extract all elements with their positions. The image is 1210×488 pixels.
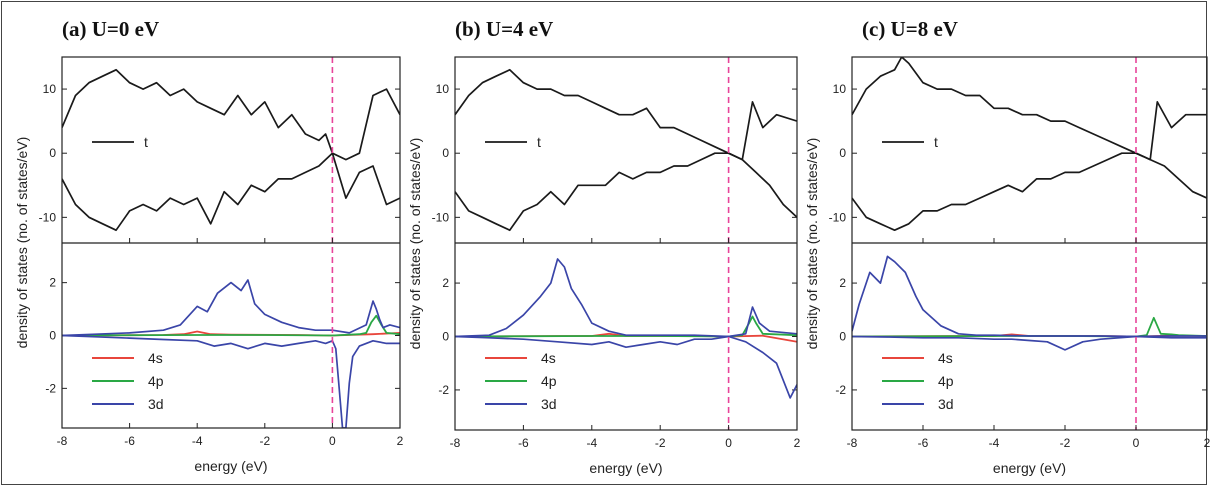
series-line-t-down [62, 152, 400, 232]
series-line-3d-down [852, 335, 1207, 351]
top-legend: t [92, 134, 148, 150]
x-tick-label: -2 [1060, 436, 1071, 450]
bottom-series-group [62, 279, 400, 428]
y-tick-label: -10 [39, 210, 57, 224]
x-tick-label: 0 [725, 436, 732, 450]
x-axis-label: energy (eV) [589, 460, 662, 476]
y-tick-label: -10 [432, 210, 450, 224]
bottom-series-group [852, 255, 1207, 351]
top-series-group [62, 68, 400, 232]
series-line-t-down [455, 152, 797, 232]
legend-label-t: t [934, 134, 938, 150]
x-tick-label: 2 [1204, 436, 1210, 450]
series-line-3d-down [455, 335, 797, 399]
bottom-series-group [455, 258, 797, 399]
legend-label-4s: 4s [148, 350, 163, 366]
top-legend: t [485, 134, 541, 150]
panel-2: (b) U=4 eV 10 0 -10 t 2 0 -2 4s 4p 3d -8 -6 -4 -2 0 2 ene… [407, 17, 801, 476]
legend-label-3d: 3d [541, 396, 557, 412]
legend-label-4s: 4s [541, 350, 556, 366]
legend-label-4p: 4p [938, 373, 954, 389]
top-series-group [852, 57, 1207, 232]
y-tick-label: 0 [442, 146, 449, 160]
y-tick-label: 2 [442, 276, 449, 290]
top-series-group [455, 68, 797, 232]
y-tick-label: 0 [839, 146, 846, 160]
y-tick-label: 10 [833, 82, 847, 96]
y-tick-label: -2 [835, 383, 846, 397]
x-tick-label: 0 [329, 434, 336, 448]
bottom-legend: 4s 4p 3d [92, 350, 164, 412]
x-tick-label: -4 [192, 434, 203, 448]
x-tick-label: -2 [655, 436, 666, 450]
y-tick-label: -2 [45, 381, 56, 395]
x-axis-label: energy (eV) [194, 458, 267, 474]
y-tick-label: 0 [442, 330, 449, 344]
y-tick-label: 0 [839, 330, 846, 344]
y-tick-label: 2 [49, 276, 56, 290]
y-tick-label: 2 [839, 276, 846, 290]
x-tick-label: -8 [57, 434, 68, 448]
y-tick-label: 0 [49, 146, 56, 160]
x-tick-label: -8 [847, 436, 858, 450]
x-tick-label: -8 [450, 436, 461, 450]
panel-title: (a) U=0 eV [62, 17, 159, 41]
panel-3: (c) U=8 eV 10 0 -10 t 2 0 -2 4s 4p 3d -8 -6 -4 -2 0 2 ene… [804, 17, 1210, 476]
series-line-t-up [455, 68, 797, 161]
series-line-3d-up [62, 279, 400, 337]
series-line-3d-up [852, 255, 1207, 338]
y-tick-label: 10 [436, 82, 450, 96]
top-subplot: 10 0 -10 t [39, 68, 400, 232]
legend-label-t: t [537, 134, 541, 150]
legend-label-4p: 4p [541, 373, 557, 389]
x-tick-label: -6 [124, 434, 135, 448]
top-subplot: 10 0 -10 t [829, 57, 1207, 232]
legend-label-4s: 4s [938, 350, 953, 366]
bottom-subplot: 2 0 -2 4s 4p 3d [45, 276, 400, 428]
legend-label-4p: 4p [148, 373, 164, 389]
x-tick-label: 2 [397, 434, 404, 448]
series-line-3d-up [455, 258, 797, 338]
bottom-subplot: 2 0 -2 4s 4p 3d [835, 255, 1207, 412]
x-axis-label: energy (eV) [993, 460, 1066, 476]
series-line-t-up [62, 68, 400, 161]
x-tick-label: 0 [1133, 436, 1140, 450]
bottom-subplot: 2 0 -2 4s 4p 3d [438, 258, 797, 412]
top-subplot: 10 0 -10 t [432, 68, 797, 232]
y-tick-label: 10 [43, 82, 57, 96]
bottom-legend: 4s 4p 3d [485, 350, 557, 412]
x-tick-label: 2 [794, 436, 801, 450]
x-tick-label: -2 [259, 434, 270, 448]
y-tick-label: -10 [829, 210, 847, 224]
x-tick-label: -6 [518, 436, 529, 450]
y-axis-label: density of states (no. of states/eV) [14, 137, 30, 349]
bottom-legend: 4s 4p 3d [882, 350, 954, 412]
legend-label-3d: 3d [938, 396, 954, 412]
series-line-t-up [852, 57, 1207, 161]
series-line-t-down [852, 152, 1207, 232]
x-tick-label: -4 [989, 436, 1000, 450]
legend-label-t: t [144, 134, 148, 150]
top-legend: t [882, 134, 938, 150]
panel-title: (b) U=4 eV [455, 17, 553, 41]
y-axis-label: density of states (no. of states/eV) [407, 138, 423, 350]
y-tick-label: -2 [438, 383, 449, 397]
x-tick-label: -6 [918, 436, 929, 450]
panel-1: (a) U=0 eV 10 0 -10 t 2 0 -2 4s 4p 3d -8 -6 -4 -2 0 2 ene… [14, 17, 404, 474]
series-line-3d-down [62, 334, 400, 428]
x-tick-label: -4 [586, 436, 597, 450]
y-tick-label: 0 [49, 329, 56, 343]
series-line-4p-up [852, 316, 1207, 338]
legend-label-3d: 3d [148, 396, 164, 412]
y-axis-label: density of states (no. of states/eV) [804, 138, 820, 350]
panel-title: (c) U=8 eV [862, 17, 958, 41]
